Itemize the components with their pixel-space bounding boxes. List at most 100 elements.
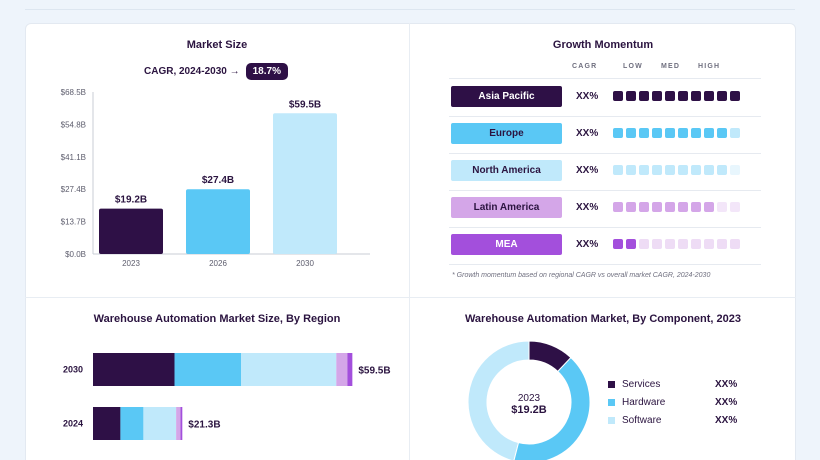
momentum-dot [652, 91, 662, 101]
bar-value-label: $59.5B [289, 99, 321, 110]
cagr-row: CAGR, 2024-2030 → 18.7% [144, 63, 288, 80]
stacked-segment [241, 353, 337, 386]
momentum-row: North America XX% [449, 154, 761, 191]
legend-item-services: Services XX% [608, 379, 737, 390]
legend-label: Hardware [622, 397, 666, 408]
momentum-dot [613, 91, 623, 101]
momentum-dot [678, 128, 688, 138]
momentum-dot [730, 128, 740, 138]
momentum-dot [665, 128, 675, 138]
momentum-dot [613, 165, 623, 175]
momentum-dot [691, 91, 701, 101]
momentum-row: Latin America XX% [449, 191, 761, 228]
momentum-dot [665, 91, 675, 101]
momentum-dot [639, 91, 649, 101]
header-high: HIGH [698, 63, 721, 70]
y-tick-label: $41.1B [61, 153, 86, 162]
momentum-dot [678, 239, 688, 249]
stacked-segment [143, 407, 177, 440]
legend-value: XX% [715, 379, 738, 390]
donut-center-value: $19.2B [511, 404, 547, 416]
component-chart-title: Warehouse Automation Market, By Componen… [464, 313, 742, 325]
vertical-divider [409, 23, 410, 460]
momentum-dot [730, 91, 740, 101]
momentum-dot [691, 239, 701, 249]
market-size-bar-chart: $0.0B $13.7B $27.4B $41.1B $54.8B $68.5B $19.2… [61, 88, 370, 268]
bar [273, 113, 337, 254]
donut-slice [528, 340, 572, 373]
momentum-dot [678, 202, 688, 212]
momentum-dot [613, 202, 623, 212]
momentum-dot [717, 165, 727, 175]
momentum-dot [704, 91, 714, 101]
momentum-dot [665, 239, 675, 249]
stacked-segment [336, 353, 348, 386]
horizontal-divider [25, 297, 796, 298]
legend-item-hardware: Hardware XX% [608, 397, 737, 408]
momentum-dot [652, 165, 662, 175]
stacked-segment [174, 353, 242, 386]
category-label: 2024 [63, 419, 83, 429]
stacked-segment [120, 407, 144, 440]
bar [99, 208, 163, 254]
region-cagr: XX% [576, 165, 599, 176]
momentum-dot [613, 239, 623, 249]
momentum-header-rule [449, 78, 761, 79]
header-med: MED [661, 63, 681, 70]
donut-center-year: 2023 [518, 393, 541, 404]
momentum-dot [730, 202, 740, 212]
market-size-title: Market Size [186, 39, 248, 51]
momentum-dot [704, 165, 714, 175]
momentum-dots [613, 239, 740, 249]
region-chart-title: Warehouse Automation Market Size, By Reg… [93, 313, 341, 325]
region-label: North America [451, 160, 562, 181]
momentum-footnote: * Growth momentum based on regional CAGR… [452, 272, 711, 279]
donut-slice [513, 356, 591, 460]
momentum-dot [665, 165, 675, 175]
momentum-row: Asia Pacific XX% [449, 80, 761, 117]
momentum-dot [717, 202, 727, 212]
legend-value: XX% [715, 415, 738, 426]
momentum-dots [613, 91, 740, 101]
momentum-dot [639, 165, 649, 175]
momentum-dots [613, 165, 740, 175]
legend-label: Services [622, 379, 661, 390]
y-tick-label: $68.5B [61, 88, 86, 97]
y-tick-label: $27.4B [61, 185, 86, 194]
momentum-dot [730, 239, 740, 249]
y-tick-label: $13.7B [61, 218, 86, 227]
bar-value-label: $27.4B [202, 175, 234, 186]
momentum-row: Europe XX% [449, 117, 761, 154]
donut-slice [467, 340, 530, 460]
momentum-dot [691, 202, 701, 212]
bar [186, 189, 250, 254]
top-divider [25, 9, 795, 10]
region-label: MEA [451, 234, 562, 255]
x-tick-label: 2023 [122, 259, 140, 268]
y-tick-label: $54.8B [61, 120, 86, 129]
momentum-dot [678, 165, 688, 175]
momentum-dot [717, 239, 727, 249]
momentum-dot [652, 202, 662, 212]
momentum-dot [613, 128, 623, 138]
momentum-dot [665, 202, 675, 212]
momentum-dot [691, 128, 701, 138]
header-cagr: CAGR [572, 63, 598, 70]
momentum-dot [639, 128, 649, 138]
region-label: Asia Pacific [451, 86, 562, 107]
region-label: Europe [451, 123, 562, 144]
momentum-row: MEA XX% [449, 228, 761, 265]
stacked-segment [93, 407, 121, 440]
momentum-dot [626, 202, 636, 212]
cagr-value-badge: 18.7% [245, 63, 288, 80]
momentum-dot [704, 202, 714, 212]
momentum-dot [704, 128, 714, 138]
legend-value: XX% [715, 397, 738, 408]
legend-swatch [608, 417, 615, 424]
momentum-dot [717, 91, 727, 101]
momentum-dot [652, 239, 662, 249]
momentum-dots [613, 128, 740, 138]
region-cagr: XX% [576, 239, 599, 250]
momentum-dot [730, 165, 740, 175]
legend-item-software: Software XX% [608, 415, 737, 426]
